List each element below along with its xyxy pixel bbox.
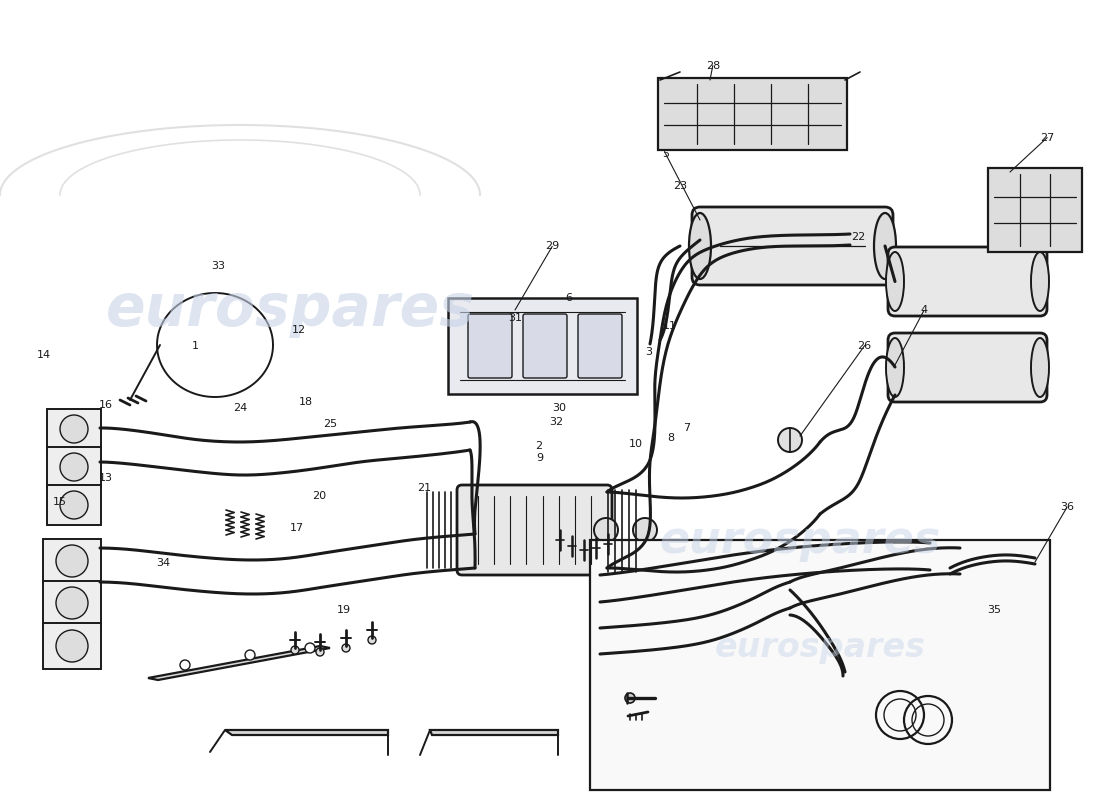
Text: eurospares: eurospares <box>715 631 925 665</box>
Circle shape <box>778 428 802 452</box>
FancyBboxPatch shape <box>43 623 101 669</box>
Text: 25: 25 <box>323 419 337 429</box>
Text: 26: 26 <box>858 341 871 350</box>
Text: 8: 8 <box>668 434 674 443</box>
Polygon shape <box>430 730 558 735</box>
Text: 36: 36 <box>1060 502 1074 512</box>
FancyBboxPatch shape <box>47 447 101 487</box>
Circle shape <box>180 660 190 670</box>
Ellipse shape <box>689 213 711 279</box>
Circle shape <box>56 587 88 619</box>
Ellipse shape <box>874 213 896 279</box>
FancyBboxPatch shape <box>47 409 101 449</box>
Ellipse shape <box>1031 338 1049 397</box>
Polygon shape <box>226 730 388 735</box>
Ellipse shape <box>1031 252 1049 311</box>
Text: 23: 23 <box>673 181 686 190</box>
FancyBboxPatch shape <box>692 207 893 285</box>
FancyBboxPatch shape <box>578 314 621 378</box>
Text: 7: 7 <box>683 423 690 433</box>
Text: 4: 4 <box>921 306 927 315</box>
Text: 20: 20 <box>312 491 326 501</box>
Circle shape <box>60 491 88 519</box>
Text: 30: 30 <box>552 403 565 413</box>
FancyBboxPatch shape <box>468 314 512 378</box>
FancyBboxPatch shape <box>43 581 101 625</box>
Circle shape <box>625 693 635 703</box>
Circle shape <box>632 518 657 542</box>
Text: 2: 2 <box>536 442 542 451</box>
Polygon shape <box>148 646 330 680</box>
Text: 14: 14 <box>37 350 51 360</box>
Circle shape <box>56 545 88 577</box>
Text: 24: 24 <box>233 403 246 413</box>
Text: 9: 9 <box>537 453 543 462</box>
Circle shape <box>594 518 618 542</box>
FancyBboxPatch shape <box>43 539 101 583</box>
FancyBboxPatch shape <box>658 78 847 150</box>
Text: 21: 21 <box>418 483 431 493</box>
Circle shape <box>56 630 88 662</box>
Text: 10: 10 <box>629 439 642 449</box>
Text: 18: 18 <box>299 397 312 406</box>
Circle shape <box>342 644 350 652</box>
Circle shape <box>292 646 299 654</box>
Text: 29: 29 <box>546 242 559 251</box>
FancyBboxPatch shape <box>522 314 566 378</box>
Text: 27: 27 <box>1041 133 1054 142</box>
Text: 15: 15 <box>53 498 66 507</box>
Text: 16: 16 <box>99 400 112 410</box>
Text: 11: 11 <box>663 322 676 331</box>
FancyBboxPatch shape <box>456 485 612 575</box>
FancyBboxPatch shape <box>448 298 637 394</box>
Text: 35: 35 <box>988 605 1001 614</box>
Bar <box>590 540 1050 790</box>
Text: 33: 33 <box>211 261 224 270</box>
FancyBboxPatch shape <box>988 168 1082 252</box>
Text: eurospares: eurospares <box>659 518 940 562</box>
Text: 13: 13 <box>99 474 112 483</box>
Text: 31: 31 <box>508 314 521 323</box>
FancyBboxPatch shape <box>888 333 1047 402</box>
Text: 28: 28 <box>706 61 719 70</box>
Circle shape <box>368 636 376 644</box>
Text: 17: 17 <box>290 523 304 533</box>
FancyBboxPatch shape <box>888 247 1047 316</box>
Ellipse shape <box>886 338 904 397</box>
Text: 1: 1 <box>192 341 199 350</box>
Text: 22: 22 <box>851 232 865 242</box>
Text: 32: 32 <box>550 418 563 427</box>
Ellipse shape <box>886 252 904 311</box>
Text: 19: 19 <box>338 605 351 614</box>
Circle shape <box>305 643 315 653</box>
Text: 5: 5 <box>662 149 669 158</box>
Text: eurospares: eurospares <box>106 282 474 338</box>
FancyBboxPatch shape <box>47 485 101 525</box>
Text: 6: 6 <box>565 293 572 302</box>
Text: 12: 12 <box>293 325 306 334</box>
Circle shape <box>245 650 255 660</box>
Circle shape <box>316 648 324 656</box>
Text: 3: 3 <box>646 347 652 357</box>
Circle shape <box>60 415 88 443</box>
Circle shape <box>60 453 88 481</box>
Text: 34: 34 <box>156 558 169 568</box>
